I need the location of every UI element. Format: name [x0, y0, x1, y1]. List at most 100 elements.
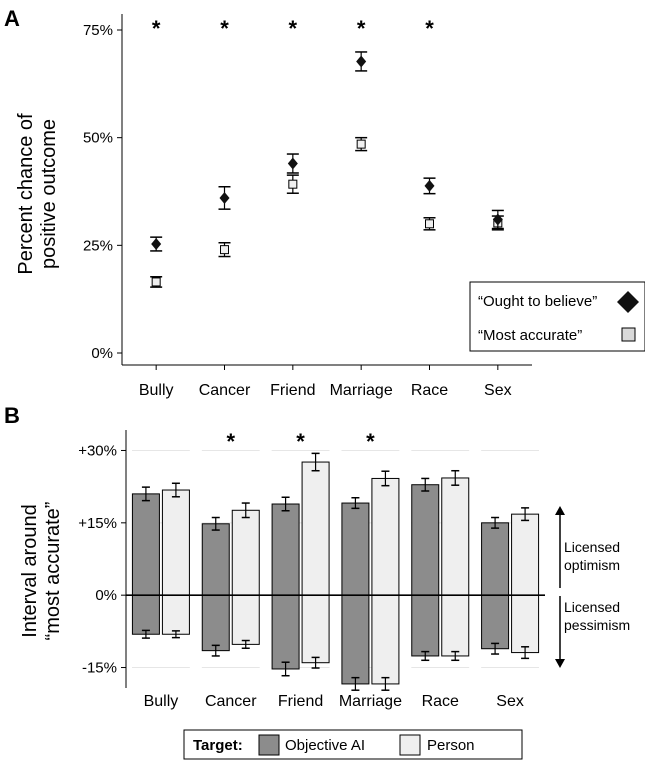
panel-b-person-lower-errorbar [171, 630, 180, 639]
panel-b-person-bar [231, 509, 260, 645]
panel-a-category-label: Marriage [330, 382, 393, 399]
panel-b-objective-ai-lower-errorbar [141, 629, 150, 639]
panel-b-category-label: Bully [144, 693, 179, 710]
optimism-label-line-1: Licensed [564, 539, 620, 555]
panel-b-person-upper-errorbar [311, 452, 320, 472]
panel-a-y-axis-title: Percent chance of positive outcome [15, 113, 60, 275]
panel-b-objective-ai-bar [201, 523, 230, 652]
panel-b-person-bar [161, 489, 190, 635]
panel-b-significance-star: * [296, 429, 305, 454]
panel-b-ytick-label: -15% [82, 660, 117, 677]
panel-a-category-label: Bully [139, 382, 174, 399]
panel-b-person-bar [511, 513, 540, 654]
pessimism-label-line-1: Licensed [564, 599, 620, 615]
panel-b-objective-ai-bar [411, 484, 440, 657]
panel-b-annotations: Licensed optimism Licensed pessimism [555, 506, 630, 668]
panel-a-label: A [4, 6, 20, 31]
panel-b-person-bar [301, 461, 330, 664]
panel-b-person-lower-errorbar [521, 646, 530, 660]
panel-a-plot: 0% 25% 50% 75% Bully * Cancer * Friend * Marriage *… [83, 14, 532, 399]
panel-b-category-label: Sex [496, 693, 524, 710]
panel-b-ytick-label: +30% [78, 442, 117, 459]
legend-ought-label: “Ought to believe” [478, 293, 597, 310]
panel-b-category-label: Race [422, 693, 459, 710]
panel-a-legend-box [469, 281, 645, 352]
panel-a-ytick-label: 25% [83, 237, 113, 254]
panel-b-objective-ai-bar [131, 493, 160, 635]
panel-b-category-label: Cancer [205, 693, 257, 710]
panel-b-significance-star: * [226, 429, 235, 454]
panel-b-legend-box [183, 729, 523, 760]
panel-a-legend: “Ought to believe” “Most accurate” [469, 281, 645, 352]
panel-a-accurate-point [425, 219, 434, 229]
panel-b-objective-ai-lower-errorbar [211, 644, 220, 657]
panel-b-category-label: Friend [278, 693, 323, 710]
panel-a-ought-point [219, 191, 230, 204]
panel-b-person-lower-errorbar [311, 656, 320, 669]
panel-b-objective-ai-upper-errorbar [421, 477, 430, 492]
legend-accurate-label: “Most accurate” [478, 327, 582, 344]
panel-a-ought-point [424, 179, 435, 192]
legend-person-label: Person [427, 737, 475, 754]
panel-b-person-lower-errorbar [451, 650, 460, 662]
panel-b-y-axis-title: Interval around “most accurate” [19, 502, 64, 641]
panel-b-significance-star: * [366, 429, 375, 454]
panel-a-ylabel-line-2: positive outcome [38, 119, 60, 269]
panel-b-objective-ai-lower-errorbar [491, 642, 500, 655]
panel-a-accurate-point [288, 179, 298, 189]
panel-b-category-label: Marriage [339, 693, 402, 710]
panel-b-person-upper-errorbar [241, 502, 250, 519]
panel-b-objective-ai-bar [341, 502, 370, 685]
panel-a-accurate-point [220, 245, 229, 255]
panel-b-objective-ai-upper-errorbar [141, 486, 150, 502]
panel-a-accurate-point [356, 139, 366, 149]
panel-b-objective-ai-upper-errorbar [281, 496, 290, 512]
panel-a-significance-star: * [357, 16, 366, 41]
panel-b-objective-ai-bar [481, 522, 510, 650]
panel-b-objective-ai-upper-errorbar [351, 496, 360, 510]
optimism-arrow-head-icon [555, 506, 565, 515]
panel-a-ytick-label: 50% [83, 130, 113, 147]
panel-a-category-label: Race [411, 382, 448, 399]
panel-b-person-upper-errorbar [381, 470, 390, 487]
panel-b-person-bar [371, 477, 400, 685]
panel-a-ylabel-line-1: Percent chance of [15, 113, 37, 275]
panel-a-category-label: Sex [484, 382, 512, 399]
panel-b-legend: Target: Objective AI Person [183, 729, 523, 760]
panel-a-ought-point [287, 157, 298, 170]
panel-b-ylabel-line-1: Interval around [19, 504, 41, 637]
panel-b-objective-ai-bar [271, 503, 300, 670]
panel-b-person-lower-errorbar [381, 676, 390, 691]
panel-b-label: B [4, 403, 20, 428]
panel-b-objective-ai-lower-errorbar [351, 676, 360, 691]
panel-b-person-upper-errorbar [171, 482, 180, 498]
panel-a-significance-star: * [425, 16, 434, 41]
panel-a-category-label: Friend [270, 382, 315, 399]
panel-a-ought-point [151, 238, 162, 251]
panel-b-objective-ai-lower-errorbar [281, 661, 290, 677]
panel-b-person-bar [441, 477, 470, 657]
panel-b-person-upper-errorbar [451, 469, 460, 486]
legend-ought-diamond-icon [617, 291, 639, 313]
legend-accurate-square-icon [621, 327, 636, 342]
panel-b-objective-ai-lower-errorbar [421, 650, 430, 662]
legend-objective-ai-swatch [258, 734, 280, 756]
pessimism-label-line-2: pessimism [564, 617, 630, 633]
legend-target-title: Target: [193, 737, 243, 754]
panel-a-category-label: Cancer [199, 382, 251, 399]
legend-person-swatch [399, 734, 421, 756]
panel-b-person-lower-errorbar [241, 639, 250, 649]
panel-b-plot: -15% 0% +15% +30% Bully Cancer * Friend * Marriag… [78, 429, 545, 710]
panel-a-ought-point [356, 55, 367, 68]
panel-a-ought-point [492, 213, 503, 226]
panel-a-significance-star: * [289, 16, 298, 41]
panel-a-significance-star: * [152, 16, 161, 41]
legend-objective-ai-label: Objective AI [285, 737, 365, 754]
panel-a-significance-star: * [220, 16, 229, 41]
panel-b-ytick-label: 0% [95, 587, 117, 604]
panel-b-person-upper-errorbar [521, 507, 530, 522]
panel-a-ytick-label: 0% [91, 345, 113, 362]
panel-a-ytick-label: 75% [83, 22, 113, 39]
panel-b-ylabel-line-2: “most accurate” [42, 502, 64, 641]
